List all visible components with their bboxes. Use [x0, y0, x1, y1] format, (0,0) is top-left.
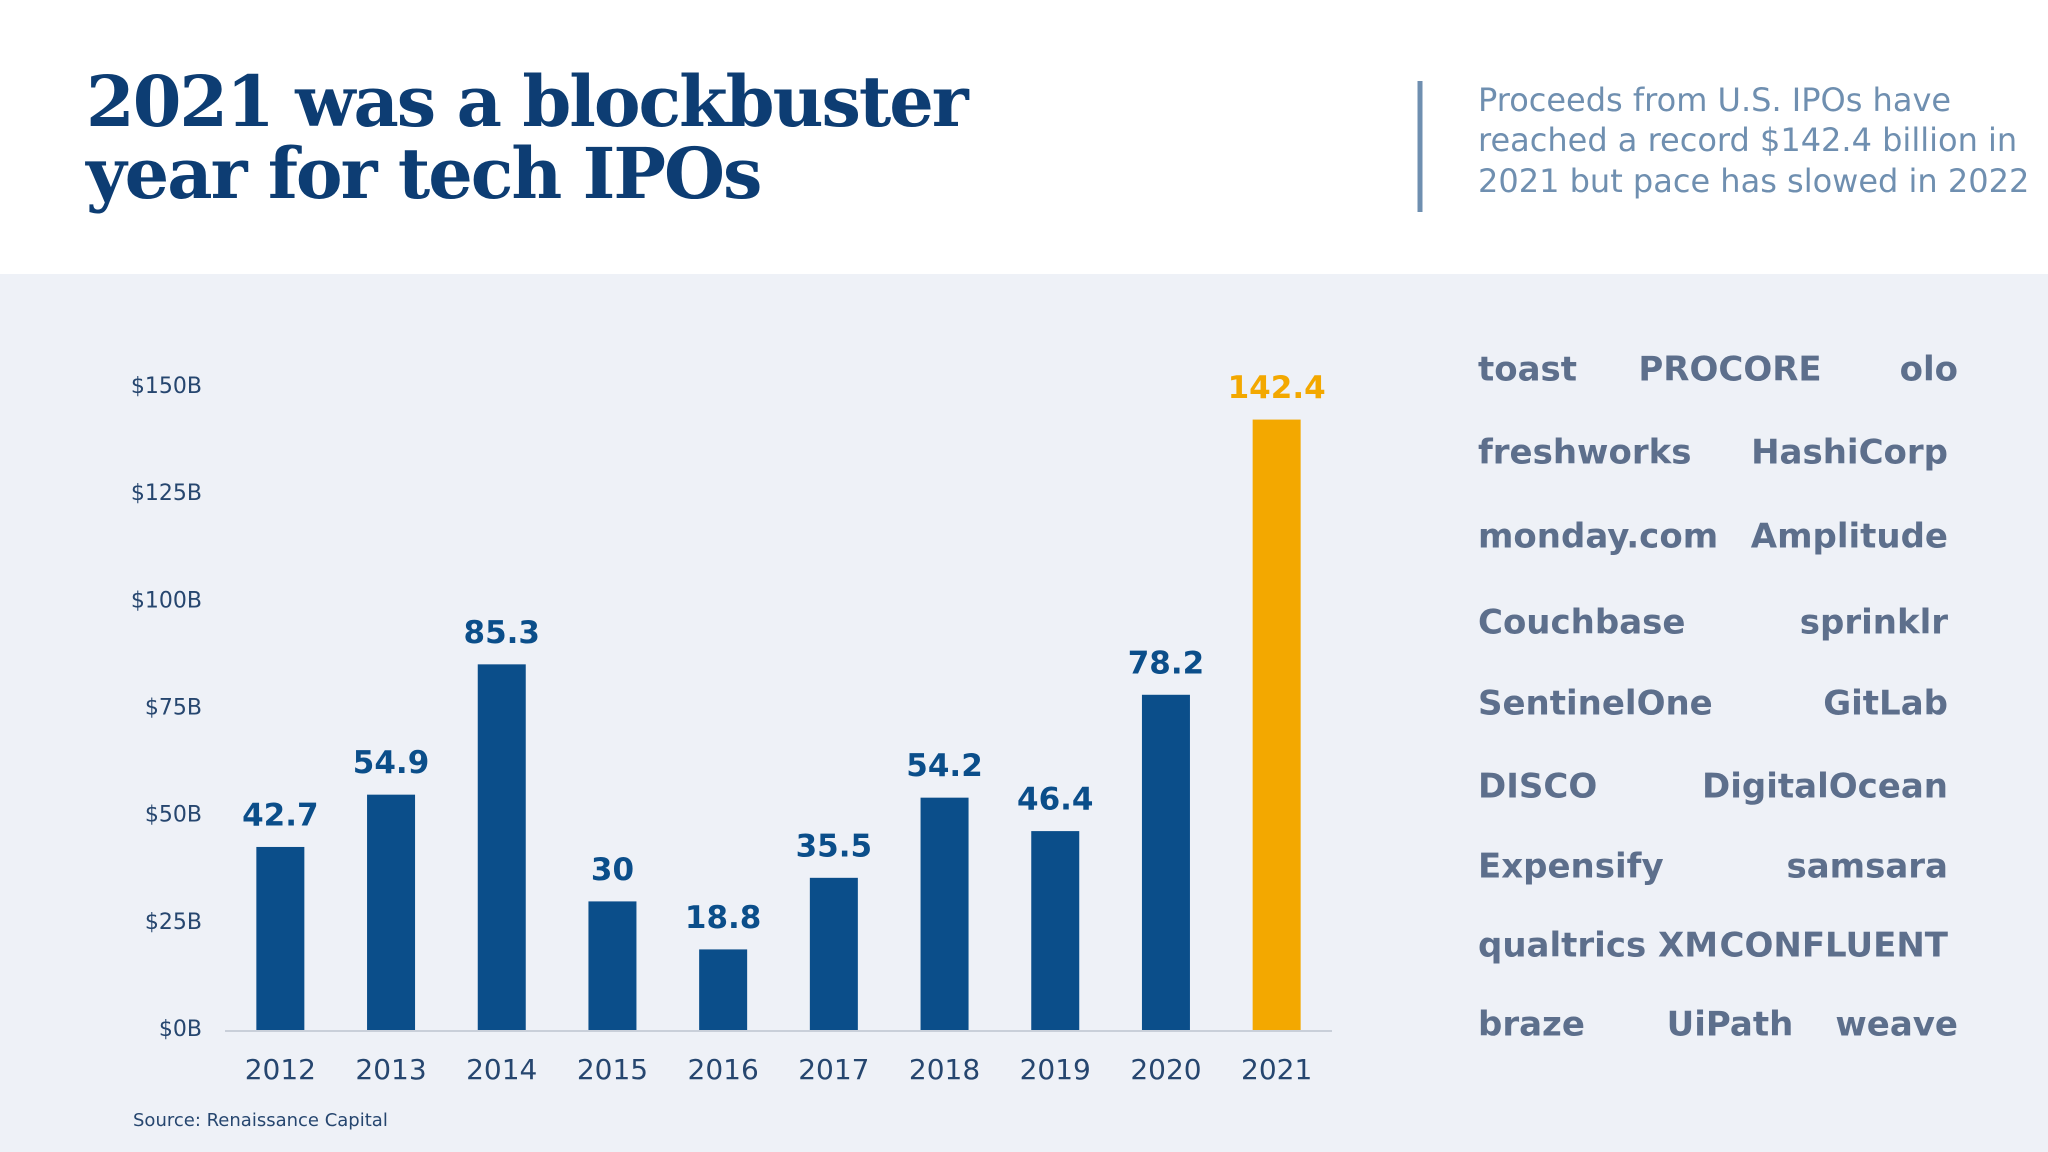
title-line: 2021 was a blockbuster — [86, 60, 970, 143]
x-tick-label: 2021 — [1241, 1053, 1312, 1086]
source: Source: Renaissance Capital — [133, 1110, 388, 1131]
value-label: 42.7 — [242, 797, 319, 833]
bar — [367, 794, 416, 1030]
bar — [1141, 694, 1190, 1030]
bar — [477, 664, 526, 1030]
title-line: year for tech IPOs — [85, 132, 760, 215]
company-logo: olo — [1900, 350, 1958, 390]
company-logo: freshworks — [1478, 433, 1691, 473]
company-logo: qualtrics XM — [1478, 926, 1718, 966]
y-tick-label: $25B — [145, 910, 202, 935]
company-logo: HashiCorp — [1751, 433, 1948, 473]
x-tick-label: 2017 — [798, 1053, 869, 1086]
company-logo: DigitalOcean — [1702, 767, 1948, 807]
bar — [1031, 831, 1080, 1030]
value-label: 78.2 — [1128, 645, 1205, 681]
x-tick-label: 2015 — [577, 1053, 648, 1086]
x-tick-label: 2013 — [355, 1053, 426, 1086]
subtitle-line: reached a record $142.4 billion in — [1478, 121, 2017, 159]
company-logo: GitLab — [1823, 684, 1948, 724]
value-label: 46.4 — [1017, 782, 1094, 818]
value-label: 30 — [591, 852, 634, 888]
company-logo: CONFLUENT — [1720, 926, 1949, 966]
company-logo: weave — [1835, 1005, 1958, 1045]
company-logo: toast — [1478, 350, 1577, 390]
y-tick-label: $100B — [131, 588, 202, 613]
company-logo: DISCO — [1478, 767, 1597, 807]
value-label: 54.9 — [353, 745, 430, 781]
y-tick-label: $50B — [145, 803, 202, 828]
y-tick-label: $0B — [159, 1017, 202, 1042]
panel — [0, 274, 2048, 1152]
subtitle-line: Proceeds from U.S. IPOs have — [1478, 81, 1951, 119]
y-tick-label: $75B — [145, 696, 202, 721]
y-tick-label: $150B — [131, 374, 202, 399]
company-logo: SentinelOne — [1478, 684, 1713, 724]
value-label: 35.5 — [796, 828, 873, 864]
x-tick-label: 2018 — [909, 1053, 980, 1086]
company-logo: braze — [1478, 1005, 1585, 1045]
bar — [920, 797, 969, 1030]
x-tick-label: 2020 — [1130, 1053, 1201, 1086]
company-logo: UiPath — [1667, 1005, 1794, 1045]
company-logo: PROCORE — [1638, 350, 1821, 390]
x-tick-label: 2016 — [688, 1053, 759, 1086]
bar — [699, 949, 748, 1030]
company-logo: Amplitude — [1751, 517, 1948, 557]
value-label: 85.3 — [464, 615, 541, 651]
value-label: 142.4 — [1228, 370, 1326, 406]
company-logo: monday.com — [1478, 517, 1718, 557]
company-logo: samsara — [1787, 847, 1949, 887]
company-logo: Couchbase — [1478, 603, 1685, 643]
bar — [809, 877, 858, 1030]
bar — [1252, 419, 1301, 1030]
value-label: 18.8 — [685, 900, 762, 936]
bar — [588, 901, 637, 1030]
company-logo: Expensify — [1478, 847, 1664, 887]
bar — [256, 846, 305, 1030]
subtitle-line: 2021 but pace has slowed in 2022 — [1478, 162, 2029, 200]
y-tick-label: $125B — [131, 481, 202, 506]
company-logo: sprinklr — [1800, 603, 1948, 643]
value-label: 54.2 — [906, 748, 983, 784]
x-tick-label: 2019 — [1020, 1053, 1091, 1086]
x-tick-label: 2012 — [245, 1053, 316, 1086]
x-tick-label: 2014 — [466, 1053, 537, 1086]
